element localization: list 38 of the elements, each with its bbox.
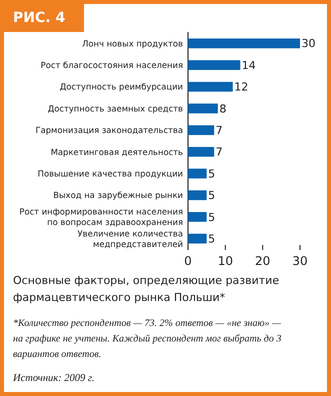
- y-tick-label: Увеличение количества медпредставителей: [78, 228, 183, 249]
- bar: [188, 60, 240, 70]
- y-tick-label: Выход на зарубежные рынки: [53, 190, 183, 200]
- data-label: 5: [208, 210, 216, 224]
- y-tick-label: Маркетинговая деятельность: [50, 146, 184, 157]
- data-label: 5: [208, 232, 216, 246]
- bar: [188, 125, 214, 136]
- data-label: 12: [234, 80, 248, 94]
- x-tick-label: 0: [184, 254, 192, 268]
- data-label: 7: [216, 146, 223, 159]
- x-tick-label: 20: [255, 254, 270, 268]
- bar: [188, 82, 233, 92]
- bar: [188, 212, 207, 222]
- text: *Количество респондентов — 73. 2% ответов — «не знаю» — на графике не учтены. Каждый респондент мог выбрать до 3 вариантов ответов.: [13, 318, 282, 360]
- data-label: 5: [208, 167, 216, 180]
- y-tick-label: Гармонизация законодательства: [35, 125, 183, 136]
- x-tick-label: 30: [292, 254, 308, 268]
- bar: [188, 146, 214, 157]
- y-tick-label: Рост информированности населения по вопросам здравоохранения: [19, 206, 183, 228]
- y-tick-label: Рост благосостояния населения: [40, 60, 183, 70]
- text: Основные факторы, определяющие развитие фармацевтического рынка Польши*: [13, 274, 280, 304]
- y-tick-label: Лонч новых продуктов: [82, 38, 184, 48]
- data-label: 14: [242, 58, 256, 72]
- bar: [188, 234, 207, 244]
- data-label: 30: [302, 37, 316, 50]
- bar: [188, 38, 300, 48]
- text: РИС. 4: [13, 10, 66, 26]
- data-label: 7: [216, 124, 223, 138]
- y-tick-label: Доступность заемных средств: [48, 103, 184, 114]
- data-label: 5: [208, 189, 216, 202]
- bar: [188, 104, 218, 114]
- data-label: 8: [219, 102, 226, 116]
- text: Источник: 2009 г.: [12, 373, 95, 384]
- y-tick-label: Доступность реимбурсации: [60, 82, 183, 92]
- bar: [188, 190, 207, 200]
- x-tick-label: 10: [218, 254, 233, 268]
- y-tick-label: Повышение качества продукции: [38, 168, 183, 178]
- bar: [188, 168, 207, 178]
